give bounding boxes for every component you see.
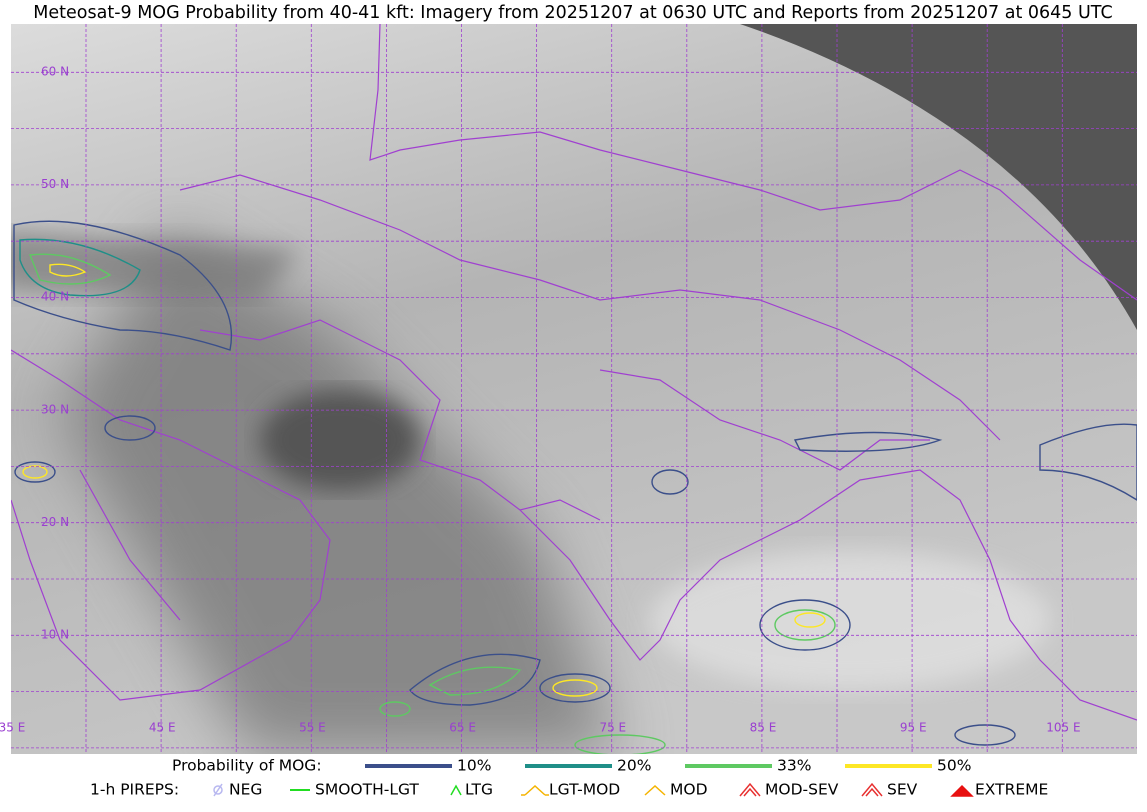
title: Meteosat-9 MOG Probability from 40-41 kf… (33, 3, 1112, 23)
pirep-icon (861, 782, 883, 797)
graticule (11, 24, 1137, 754)
legend-item: SEV (887, 781, 918, 799)
legend-item: 20% (617, 757, 651, 775)
lat-label: 30 N (41, 402, 69, 416)
lon-label: 35 E (0, 721, 25, 735)
lon-label: 55 E (299, 721, 326, 735)
imagery (11, 24, 1137, 754)
lon-label: 85 E (750, 721, 777, 735)
mog-contours (13, 220, 1137, 754)
legend-item: 50% (937, 757, 971, 775)
legend-label: Probability of MOG: (172, 757, 322, 775)
lat-label: 10 N (41, 628, 69, 642)
lat-label: 50 N (41, 177, 69, 191)
pirep-icon (213, 785, 223, 795)
lon-label: 75 E (599, 721, 626, 735)
borders (11, 24, 1137, 721)
lon-label: 45 E (149, 721, 176, 735)
legend-item: NEG (229, 781, 262, 799)
legend: Probability of MOG: 10% 20% 33% 50% 1-h PIREP… (90, 757, 1048, 799)
lat-label: 40 N (41, 290, 69, 304)
pirep-icon (213, 783, 223, 797)
lon-label: 65 E (449, 721, 476, 735)
legend-item: 10% (457, 757, 491, 775)
pirep-icon (450, 784, 462, 796)
legend-item: MOD-SEV (765, 781, 839, 799)
legend-label: 1-h PIREPS: (90, 781, 179, 799)
graticule-labels: 60 N 50 N 40 N 30 N 20 N 10 N 35 E 45 E 55 E 65 E… (0, 65, 1081, 735)
legend-item: SMOOTH-LGT (315, 781, 419, 799)
legend-item: 33% (777, 757, 811, 775)
legend-item: MOD (670, 781, 708, 799)
pirep-icon (739, 782, 761, 797)
lat-label: 20 N (41, 515, 69, 529)
lon-label: 105 E (1046, 721, 1080, 735)
pirep-icon (950, 784, 974, 797)
legend-item: LGT-MOD (549, 781, 620, 799)
pirep-icon (521, 784, 549, 796)
lat-label: 60 N (41, 65, 69, 79)
lon-label: 95 E (900, 721, 927, 735)
legend-item: EXTREME (975, 781, 1048, 799)
pirep-icon (644, 784, 666, 796)
legend-item: LTG (465, 781, 493, 799)
